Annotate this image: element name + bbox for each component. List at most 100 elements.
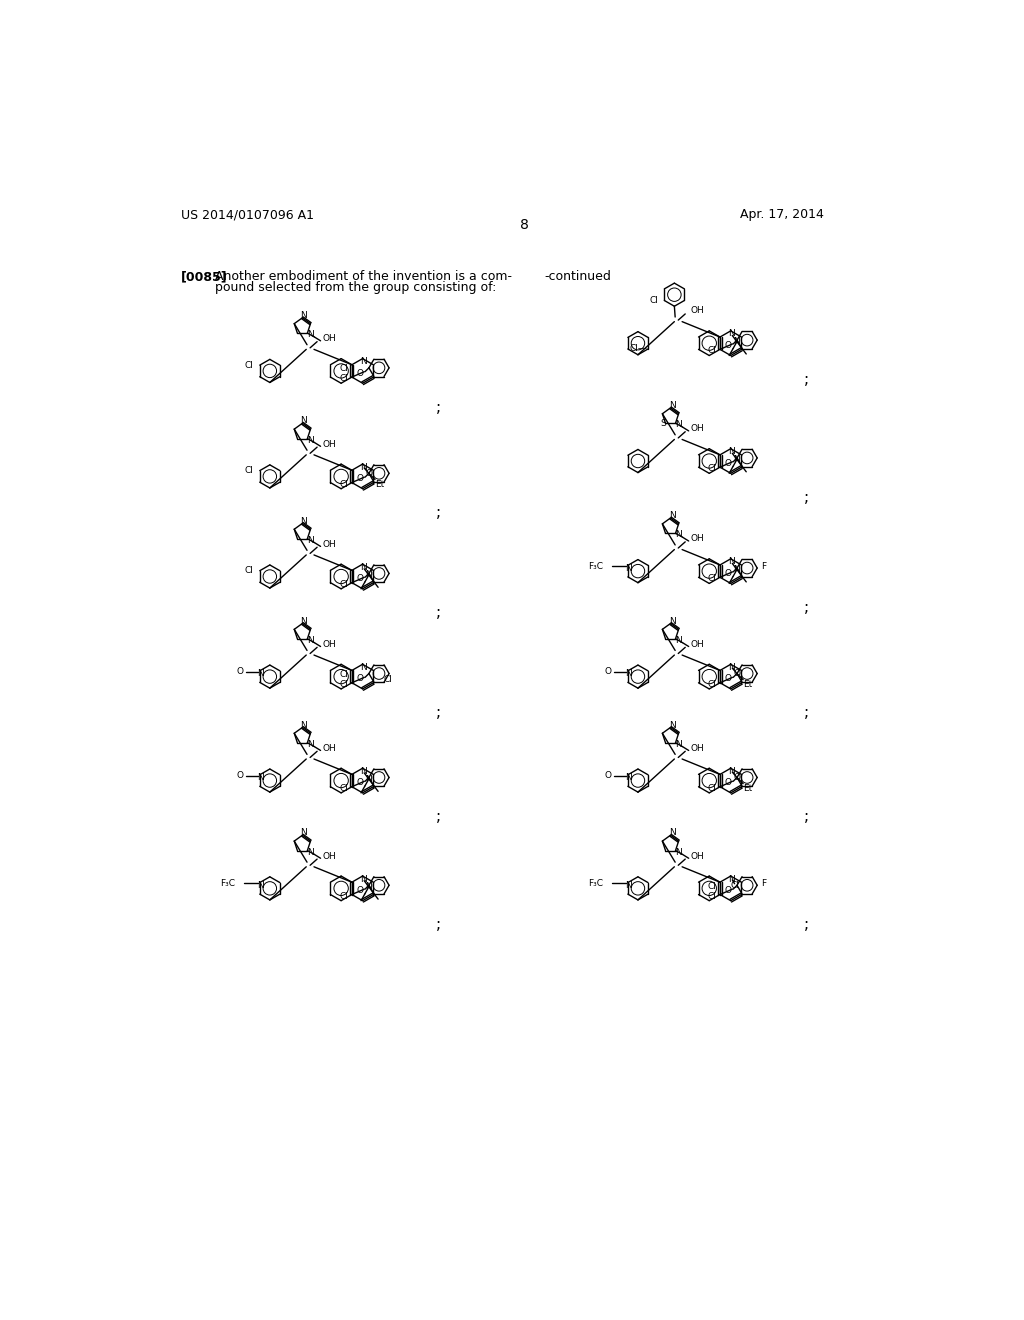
Text: Cl: Cl (245, 566, 254, 576)
Text: N: N (307, 536, 314, 545)
Text: Et: Et (375, 479, 384, 488)
Text: ;: ; (804, 599, 809, 615)
Text: Cl: Cl (708, 680, 717, 689)
Text: ;: ; (435, 917, 440, 932)
Text: N: N (675, 531, 682, 540)
Text: N: N (366, 570, 372, 579)
Text: Cl—: Cl— (629, 345, 647, 352)
Text: N: N (728, 447, 735, 457)
Text: ;: ; (804, 917, 809, 932)
Text: OH: OH (323, 540, 336, 549)
Text: Cl: Cl (340, 784, 348, 793)
Text: O: O (724, 779, 731, 787)
Text: OH: OH (690, 851, 705, 861)
Text: Cl: Cl (340, 374, 348, 383)
Text: N: N (733, 455, 740, 463)
Text: N: N (733, 337, 740, 346)
Text: F₃C: F₃C (588, 879, 603, 888)
Text: O: O (733, 669, 740, 678)
Text: OH: OH (323, 334, 336, 343)
Text: -continued: -continued (544, 271, 611, 282)
Text: Cl: Cl (245, 360, 254, 370)
Text: N: N (626, 882, 632, 890)
Text: ;: ; (804, 490, 809, 504)
Text: Cl: Cl (649, 296, 658, 305)
Text: O: O (356, 474, 364, 483)
Text: Cl: Cl (730, 880, 739, 890)
Text: Cl: Cl (340, 891, 348, 900)
Text: ;: ; (435, 506, 440, 520)
Text: N: N (301, 417, 307, 425)
Text: N: N (728, 330, 735, 338)
Text: F₃C: F₃C (220, 879, 234, 888)
Text: OH: OH (323, 440, 336, 449)
Text: N: N (675, 739, 682, 748)
Text: O: O (356, 779, 364, 787)
Text: Cl: Cl (340, 479, 348, 488)
Text: N: N (257, 882, 264, 890)
Text: O: O (366, 469, 373, 478)
Text: N: N (675, 847, 682, 857)
Text: O: O (724, 886, 731, 895)
Text: Cl: Cl (708, 465, 717, 473)
Text: O: O (604, 667, 611, 676)
Text: Cl: Cl (340, 579, 348, 589)
Text: Cl: Cl (339, 669, 348, 678)
Text: O: O (724, 569, 731, 578)
Text: pound selected from the group consisting of:: pound selected from the group consisting… (215, 281, 497, 294)
Text: ;: ; (435, 705, 440, 721)
Text: N: N (728, 875, 735, 883)
Text: N: N (360, 663, 367, 672)
Text: N: N (669, 829, 676, 837)
Text: N: N (669, 721, 676, 730)
Text: N: N (360, 767, 367, 776)
Text: O: O (356, 368, 364, 378)
Text: N: N (307, 330, 314, 339)
Text: N: N (728, 767, 735, 776)
Text: 8: 8 (520, 218, 529, 232)
Text: N: N (307, 436, 314, 445)
Text: N: N (669, 401, 676, 411)
Text: N: N (728, 663, 735, 672)
Text: OH: OH (690, 743, 705, 752)
Text: OH: OH (690, 640, 705, 648)
Text: O: O (724, 459, 731, 467)
Text: N: N (360, 562, 367, 572)
Text: N: N (257, 669, 264, 678)
Text: O: O (604, 771, 611, 780)
Text: Apr. 17, 2014: Apr. 17, 2014 (740, 209, 824, 222)
Text: O: O (724, 675, 731, 684)
Text: N: N (360, 463, 367, 471)
Text: O: O (356, 574, 364, 583)
Text: ;: ; (804, 809, 809, 824)
Text: O: O (237, 771, 243, 780)
Text: O: O (356, 886, 364, 895)
Text: Cl: Cl (708, 574, 717, 583)
Text: ;: ; (804, 705, 809, 721)
Text: Cl: Cl (708, 891, 717, 900)
Text: O: O (237, 667, 243, 676)
Text: N: N (307, 739, 314, 748)
Text: Et: Et (743, 680, 753, 689)
Text: Cl: Cl (245, 466, 254, 475)
Text: Cl: Cl (340, 680, 348, 689)
Text: OH: OH (690, 424, 705, 433)
Text: N: N (360, 358, 367, 366)
Text: N: N (257, 774, 264, 783)
Text: N: N (669, 511, 676, 520)
Text: OH: OH (690, 535, 705, 544)
Text: N: N (307, 847, 314, 857)
Text: Cl: Cl (708, 346, 717, 355)
Text: N: N (307, 636, 314, 645)
Text: N: N (728, 557, 735, 566)
Text: N: N (626, 564, 632, 573)
Text: ;: ; (435, 605, 440, 620)
Text: OH: OH (323, 851, 336, 861)
Text: Cl: Cl (708, 784, 717, 793)
Text: Another embodiment of the invention is a com-: Another embodiment of the invention is a… (215, 271, 512, 282)
Text: ;: ; (435, 809, 440, 824)
Text: O: O (733, 774, 740, 781)
Text: ;: ; (804, 372, 809, 387)
Text: N: N (301, 829, 307, 837)
Text: N: N (301, 721, 307, 730)
